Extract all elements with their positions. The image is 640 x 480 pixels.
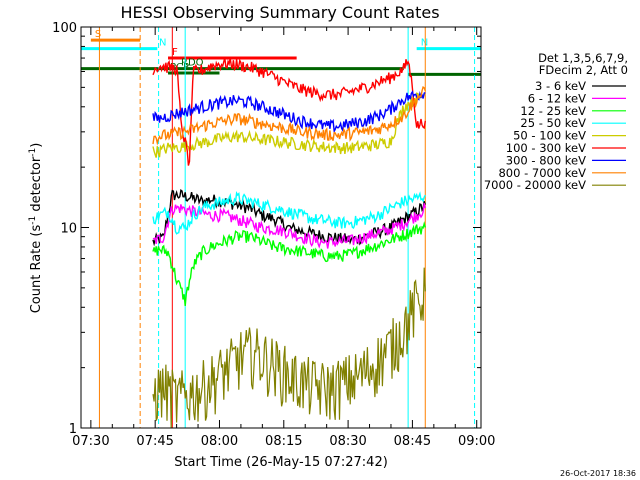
y-axis-label-sup2: -1 <box>28 148 38 157</box>
y-axis-label: Count Rate (s-1 detector-1) <box>28 143 44 314</box>
flag-label-1: N <box>159 38 166 49</box>
y-axis-label-tail: detector <box>29 156 44 216</box>
legend-label-6: 300 - 800 keV <box>506 153 586 167</box>
flag-label-6: PCP <box>170 62 189 73</box>
x-tick-label-6: 09:00 <box>458 434 495 449</box>
series-group <box>152 57 426 428</box>
legend-label-2: 12 - 25 keV <box>520 104 586 118</box>
chart-title: HESSI Observing Summary Count Rates <box>120 3 439 22</box>
y-axis-label-end: ) <box>29 143 44 148</box>
legend-header-1: FDecim 2, Att 0 <box>539 63 628 77</box>
legend-label-0: 3 - 6 keV <box>535 79 586 93</box>
flag-label-4: RDO <box>181 58 204 69</box>
series-line-5 <box>152 57 426 166</box>
x-tick-label-3: 08:15 <box>265 434 302 449</box>
axis-ticks: 07:30 07:45 08:00 08:15 08:30 08:45 09:00 1 10 10… <box>52 21 495 449</box>
x-tick-label-0: 07:30 <box>72 434 109 449</box>
series-line-8 <box>152 267 426 428</box>
y-tick-label-2: 100 <box>52 21 77 36</box>
legend-label-4: 50 - 100 keV <box>513 129 586 143</box>
flag-label-3: F <box>172 47 178 58</box>
x-axis-label: Start Time (26-May-15 07:27:42) <box>174 455 388 470</box>
y-axis-label-sup: -1 <box>28 216 38 225</box>
legend-label-3: 25 - 50 keV <box>520 116 586 130</box>
legend: Det 1,3,5,6,7,9,FDecim 2, Att 0 3 - 6 keV… <box>484 51 628 192</box>
footer-timestamp: 26-Oct-2017 18:36 <box>560 469 636 478</box>
series-line-4 <box>152 92 426 158</box>
series-line-7 <box>152 86 426 146</box>
legend-header-0: Det 1,3,5,6,7,9, <box>538 51 628 65</box>
legend-label-7: 800 - 7000 keV <box>498 166 586 180</box>
x-tick-label-2: 08:00 <box>201 434 238 449</box>
flag-label-0: S <box>95 29 101 40</box>
series-line-6 <box>152 90 426 134</box>
series-line-2 <box>152 221 426 306</box>
x-tick-label-5: 08:45 <box>394 434 431 449</box>
legend-label-5: 100 - 300 keV <box>506 141 586 155</box>
series-line-0 <box>152 188 426 247</box>
flag-label-2: N <box>421 38 428 49</box>
x-tick-label-4: 08:30 <box>329 434 366 449</box>
x-tick-label-1: 07:45 <box>136 434 173 449</box>
y-axis-label-main: Count Rate (s <box>29 225 44 314</box>
y-tick-label-1: 10 <box>60 222 77 237</box>
y-tick-label-0: 1 <box>69 422 77 437</box>
series-line-3 <box>152 190 426 235</box>
legend-label-1: 6 - 12 keV <box>528 91 586 105</box>
legend-label-8: 7000 - 20000 keV <box>484 178 586 192</box>
